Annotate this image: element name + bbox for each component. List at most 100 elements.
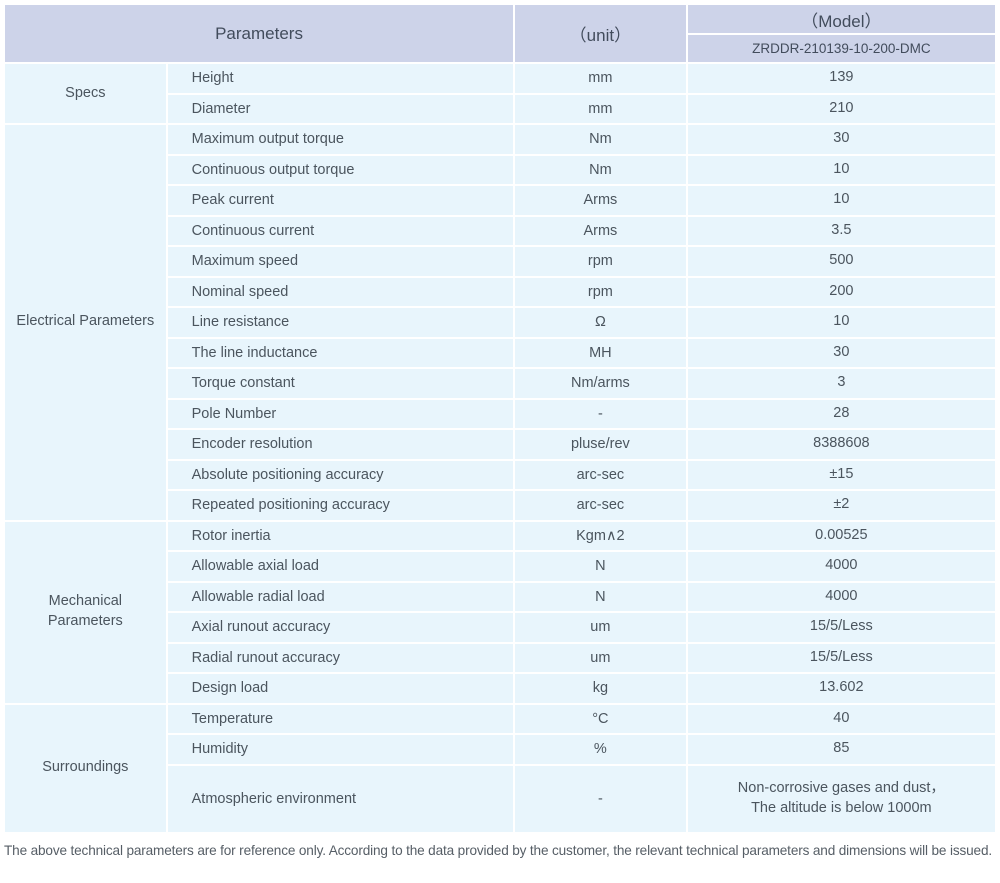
table-row: Nominal speed rpm 200 bbox=[5, 277, 995, 306]
column-header-unit: （unit） bbox=[515, 5, 686, 62]
table-row: Diameter mm 210 bbox=[5, 94, 995, 123]
param-cell: Maximum speed bbox=[167, 247, 514, 276]
table-row: Allowable axial load N 4000 bbox=[5, 552, 995, 581]
unit-cell: N bbox=[515, 582, 686, 611]
unit-cell: - bbox=[515, 399, 686, 428]
section-label: Surroundings bbox=[5, 704, 166, 832]
value-cell: 0.00525 bbox=[687, 521, 995, 550]
unit-cell: mm bbox=[515, 64, 686, 93]
value-cell: 10 bbox=[687, 186, 995, 215]
section-label: Electrical Parameters bbox=[5, 125, 166, 520]
value-cell: 30 bbox=[687, 338, 995, 367]
unit-cell: kg bbox=[515, 674, 686, 703]
table-row: The line inductance MH 30 bbox=[5, 338, 995, 367]
spec-table-body: Specs Height mm 139 Diameter mm 210 Electrical … bbox=[5, 64, 995, 832]
unit-cell: Kgm∧2 bbox=[515, 521, 686, 550]
param-cell: Axial runout accuracy bbox=[167, 613, 514, 642]
table-row: Humidity% 85 bbox=[5, 735, 995, 764]
param-cell: The line inductance bbox=[167, 338, 514, 367]
unit-cell: pluse/rev bbox=[515, 430, 686, 459]
spec-table: Parameters （unit） （Model） ZRDDR-210139-1… bbox=[3, 3, 997, 834]
unit-cell: arc-sec bbox=[515, 491, 686, 520]
param-cell: Peak current bbox=[167, 186, 514, 215]
table-row: Design load kg 13.602 bbox=[5, 674, 995, 703]
unit-cell: Ω bbox=[515, 308, 686, 337]
table-row: Absolute positioning accuracy arc-sec ±15 bbox=[5, 460, 995, 489]
column-header-model: （Model） bbox=[687, 5, 995, 33]
unit-cell: Nm bbox=[515, 125, 686, 154]
table-row: Continuous output torque Nm 10 bbox=[5, 155, 995, 184]
table-row: Electrical Parameters Maximum output torq… bbox=[5, 125, 995, 520]
table-row: Continuous current Arms 3.5 bbox=[5, 216, 995, 245]
unit-cell: Nm bbox=[515, 155, 686, 184]
table-row: Encoder resolution pluse/rev 8388608 bbox=[5, 430, 995, 459]
param-cell: Pole Number bbox=[167, 399, 514, 428]
param-cell: Maximum output torque bbox=[167, 125, 514, 154]
table-row: Peak current Arms 10 bbox=[5, 186, 995, 215]
param-cell: Humidity bbox=[167, 735, 514, 764]
unit-cell: arc-sec bbox=[515, 460, 686, 489]
unit-cell: mm bbox=[515, 94, 686, 123]
param-cell: Continuous output torque bbox=[167, 155, 514, 184]
param-cell: Radial runout accuracy bbox=[167, 643, 514, 672]
column-header-parameters: Parameters bbox=[5, 5, 514, 62]
unit-cell: °C bbox=[515, 704, 686, 733]
unit-cell: MH bbox=[515, 338, 686, 367]
section-label: Mechanical Parameters bbox=[5, 521, 166, 703]
value-cell: 200 bbox=[687, 277, 995, 306]
model-number: ZRDDR-210139-10-200-DMC bbox=[687, 35, 995, 62]
table-row: Mechanical Parameters Rotor inertia Kgm∧2 0… bbox=[5, 521, 995, 703]
value-cell: 85 bbox=[687, 735, 995, 764]
value-cell: ±15 bbox=[687, 460, 995, 489]
table-row: Maximum speed rpm 500 bbox=[5, 247, 995, 276]
param-cell: Repeated positioning accuracy bbox=[167, 491, 514, 520]
value-cell: 40 bbox=[687, 704, 995, 733]
value-cell: ±2 bbox=[687, 491, 995, 520]
unit-cell: Arms bbox=[515, 216, 686, 245]
param-cell: Continuous current bbox=[167, 216, 514, 245]
table-row: Surroundings Temperature °C 40 bbox=[5, 704, 995, 832]
param-cell: Line resistance bbox=[167, 308, 514, 337]
header-row-top: Parameters （unit） （Model） bbox=[5, 5, 995, 62]
table-row: Specs Height mm 139 bbox=[5, 64, 995, 123]
table-row: Radial runout accuracy um 15/5/Less bbox=[5, 643, 995, 672]
value-cell: 15/5/Less bbox=[687, 643, 995, 672]
value-cell: 4000 bbox=[687, 552, 995, 581]
param-cell: Absolute positioning accuracy bbox=[167, 460, 514, 489]
value-cell: 15/5/Less bbox=[687, 613, 995, 642]
value-cell: 3.5 bbox=[687, 216, 995, 245]
param-cell: Rotor inertia bbox=[167, 521, 514, 550]
param-cell: Atmospheric environment bbox=[167, 765, 514, 832]
header-row-model: ZRDDR-210139-10-200-DMC bbox=[5, 35, 995, 62]
value-cell: 13.602 bbox=[687, 674, 995, 703]
param-cell: Diameter bbox=[167, 94, 514, 123]
value-cell: 500 bbox=[687, 247, 995, 276]
unit-cell: rpm bbox=[515, 247, 686, 276]
value-cell: 8388608 bbox=[687, 430, 995, 459]
unit-cell: Nm/arms bbox=[515, 369, 686, 398]
unit-cell: rpm bbox=[515, 277, 686, 306]
spec-table-header: Parameters （unit） （Model） ZRDDR-210139-1… bbox=[5, 5, 995, 62]
param-cell: Allowable radial load bbox=[167, 582, 514, 611]
table-row: Axial runout accuracy um 15/5/Less bbox=[5, 613, 995, 642]
value-cell: 3 bbox=[687, 369, 995, 398]
value-cell: 4000 bbox=[687, 582, 995, 611]
param-cell: Design load bbox=[167, 674, 514, 703]
unit-cell: um bbox=[515, 613, 686, 642]
unit-cell: Arms bbox=[515, 186, 686, 215]
footer-note: The above technical parameters are for r… bbox=[4, 842, 992, 858]
value-cell: 10 bbox=[687, 308, 995, 337]
unit-cell: % bbox=[515, 735, 686, 764]
unit-cell: - bbox=[515, 765, 686, 832]
value-cell: Non-corrosive gases and dust， The altitu… bbox=[687, 765, 995, 832]
value-cell: 210 bbox=[687, 94, 995, 123]
table-row: Line resistance Ω 10 bbox=[5, 308, 995, 337]
param-cell: Height bbox=[167, 64, 514, 93]
param-cell: Temperature bbox=[167, 704, 514, 733]
param-cell: Torque constant bbox=[167, 369, 514, 398]
table-row: Repeated positioning accuracy arc-sec ±2 bbox=[5, 491, 995, 520]
table-row: Allowable radial load N 4000 bbox=[5, 582, 995, 611]
unit-cell: um bbox=[515, 643, 686, 672]
section-label: Specs bbox=[5, 64, 166, 123]
